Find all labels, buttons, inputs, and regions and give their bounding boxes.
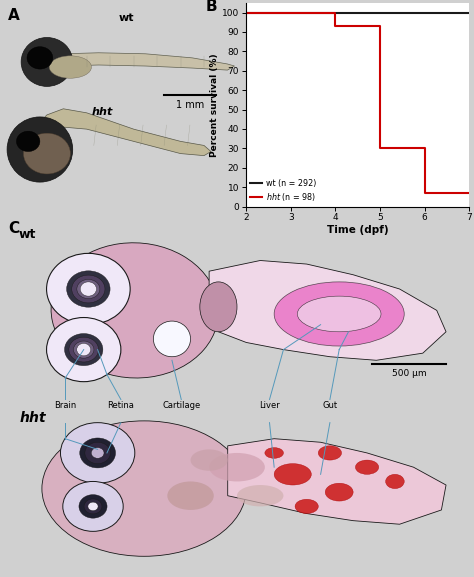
Text: 1 mm: 1 mm (176, 100, 204, 110)
Ellipse shape (200, 282, 237, 332)
Ellipse shape (79, 494, 107, 518)
Ellipse shape (191, 449, 228, 471)
Polygon shape (209, 260, 446, 360)
Ellipse shape (167, 481, 214, 510)
Ellipse shape (79, 345, 89, 354)
Text: wt: wt (119, 13, 135, 23)
Ellipse shape (73, 341, 94, 358)
Ellipse shape (88, 502, 98, 511)
Ellipse shape (295, 499, 319, 514)
Ellipse shape (80, 282, 97, 296)
Circle shape (17, 131, 40, 152)
Y-axis label: Percent survival (%): Percent survival (%) (210, 53, 219, 156)
Text: 500 μm: 500 μm (392, 369, 426, 378)
Text: Retina: Retina (108, 401, 134, 410)
Ellipse shape (24, 133, 70, 174)
Ellipse shape (46, 253, 130, 325)
Ellipse shape (64, 334, 103, 366)
Ellipse shape (46, 317, 121, 381)
Ellipse shape (51, 243, 219, 378)
Ellipse shape (274, 464, 311, 485)
Ellipse shape (7, 117, 73, 182)
Ellipse shape (80, 438, 116, 468)
Ellipse shape (85, 442, 110, 464)
Polygon shape (228, 439, 446, 524)
Ellipse shape (49, 56, 91, 78)
Text: B: B (206, 0, 218, 14)
Ellipse shape (356, 460, 379, 474)
Text: Brain: Brain (54, 401, 76, 410)
Text: $\bfit{hht}$: $\bfit{hht}$ (91, 104, 115, 117)
Legend: wt (n = 292), $\it{hht}$ (n = 98): wt (n = 292), $\it{hht}$ (n = 98) (250, 179, 317, 203)
Text: Gut: Gut (322, 401, 337, 410)
Text: Cartilage: Cartilage (162, 401, 201, 410)
Ellipse shape (69, 337, 99, 362)
Polygon shape (40, 53, 235, 70)
Ellipse shape (84, 499, 102, 514)
Ellipse shape (318, 446, 341, 460)
Text: Liver: Liver (259, 401, 280, 410)
Ellipse shape (297, 296, 381, 332)
Ellipse shape (154, 321, 191, 357)
Ellipse shape (72, 275, 105, 303)
Ellipse shape (77, 279, 100, 299)
Ellipse shape (209, 453, 265, 481)
Ellipse shape (63, 481, 123, 531)
Polygon shape (26, 109, 211, 166)
X-axis label: Time (dpf): Time (dpf) (327, 225, 389, 235)
Text: A: A (8, 8, 20, 23)
Text: $\bfit{hht}$: $\bfit{hht}$ (18, 410, 47, 425)
Ellipse shape (265, 448, 283, 458)
Ellipse shape (61, 423, 135, 484)
Ellipse shape (274, 282, 404, 346)
Ellipse shape (67, 271, 110, 307)
Ellipse shape (325, 484, 353, 501)
Ellipse shape (386, 474, 404, 489)
Ellipse shape (82, 284, 95, 294)
Ellipse shape (77, 343, 91, 356)
Text: wt: wt (18, 228, 36, 241)
Ellipse shape (237, 485, 283, 507)
Ellipse shape (42, 421, 246, 556)
Circle shape (27, 47, 53, 69)
Ellipse shape (21, 38, 73, 87)
Ellipse shape (91, 448, 104, 458)
Text: C: C (9, 222, 19, 237)
